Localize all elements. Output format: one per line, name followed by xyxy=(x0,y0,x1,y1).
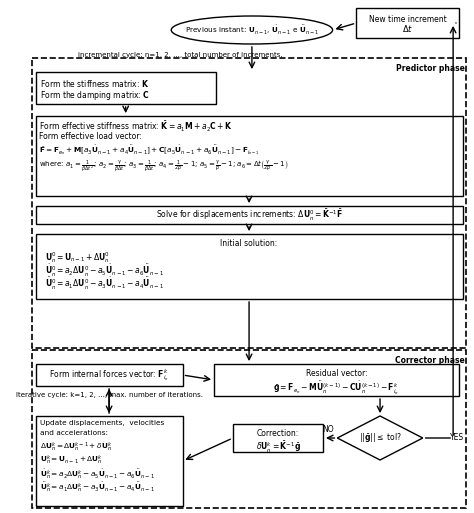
Text: NO: NO xyxy=(322,425,334,434)
Text: Form effective load vector:: Form effective load vector: xyxy=(39,132,142,141)
Bar xyxy=(32,58,466,348)
Text: $\mathbf{U}_n^k = \mathbf{U}_{n-1} + \Delta\mathbf{U}_n^k$: $\mathbf{U}_n^k = \mathbf{U}_{n-1} + \De… xyxy=(40,454,103,467)
Text: Corrector phase: Corrector phase xyxy=(395,356,465,365)
Bar xyxy=(36,416,182,506)
Text: Form internal forces vector: $\mathbf{F}_{i_n}^k$: Form internal forces vector: $\mathbf{F}… xyxy=(49,367,169,383)
Bar xyxy=(36,206,463,224)
Text: Residual vector:: Residual vector: xyxy=(306,369,367,378)
Text: $\bar{\mathbf{g}} = \mathbf{F}_{e_n} - \mathbf{M}\ddot{\mathbf{U}}_n^{(k-1)} - \: $\bar{\mathbf{g}} = \mathbf{F}_{e_n} - \… xyxy=(273,380,399,398)
Text: Iterative cycle: k=1, 2, ..., max. number of iterations.: Iterative cycle: k=1, 2, ..., max. numbe… xyxy=(16,392,202,398)
Bar xyxy=(36,72,216,104)
Text: $\Delta\mathbf{U}_n^k = \Delta\mathbf{U}_n^{k-1} + \delta\mathbf{U}_n^k$: $\Delta\mathbf{U}_n^k = \Delta\mathbf{U}… xyxy=(40,441,113,455)
Text: Initial solution:: Initial solution: xyxy=(220,239,278,248)
Text: Update displacements,  velocities: Update displacements, velocities xyxy=(40,420,164,426)
Text: YES: YES xyxy=(450,433,465,443)
Text: $\ddot{\mathbf{U}}_n^k = a_1\Delta\mathbf{U}_n^k - a_3\dot{\mathbf{U}}_{n-1} - a: $\ddot{\mathbf{U}}_n^k = a_1\Delta\mathb… xyxy=(40,480,155,494)
Bar xyxy=(36,364,182,386)
Text: $\dot{\mathbf{U}}_n^0 = a_2\Delta\mathbf{U}_n^0 - a_5\dot{\mathbf{U}}_{n-1} - a_: $\dot{\mathbf{U}}_n^0 = a_2\Delta\mathbf… xyxy=(45,263,164,280)
Bar xyxy=(32,350,466,508)
Text: Form the damping matrix: $\mathbf{C}$: Form the damping matrix: $\mathbf{C}$ xyxy=(40,89,150,102)
Text: $\mathbf{U}_n^0 = \mathbf{U}_{n-1} + \Delta\mathbf{U}_n^0$: $\mathbf{U}_n^0 = \mathbf{U}_{n-1} + \De… xyxy=(45,250,110,265)
Bar xyxy=(233,424,323,452)
Bar xyxy=(36,116,463,196)
Text: Form the stiffness matrix: $\mathbf{K}$: Form the stiffness matrix: $\mathbf{K}$ xyxy=(40,78,150,89)
Text: Predictor phase: Predictor phase xyxy=(396,64,465,73)
Text: and accelerations:: and accelerations: xyxy=(40,430,108,436)
Text: $\ddot{\mathbf{U}}_n^0 = a_1\Delta\mathbf{U}_n^0 - a_3\dot{\mathbf{U}}_{n-1} - a: $\ddot{\mathbf{U}}_n^0 = a_1\Delta\mathb… xyxy=(45,276,164,292)
Text: where: $a_1 = \frac{1}{\beta\Delta t^2}$; $a_2 = \frac{\gamma}{\beta\Delta t}$; : where: $a_1 = \frac{1}{\beta\Delta t^2}$… xyxy=(39,159,289,175)
Text: $\bar{\mathbf{F}} = \mathbf{F}_{e_n} + \mathbf{M}[a_3\dot{\mathbf{U}}_{n-1} + a_: $\bar{\mathbf{F}} = \mathbf{F}_{e_n} + \… xyxy=(39,143,260,157)
Bar xyxy=(214,364,459,396)
Text: $||\bar{\mathbf{g}}|| \leq$ tol?: $||\bar{\mathbf{g}}|| \leq$ tol? xyxy=(359,431,401,444)
Polygon shape xyxy=(337,416,423,460)
Text: $\delta\mathbf{U}_n^k = \bar{\mathbf{K}}^{-1}\bar{\mathbf{g}}$: $\delta\mathbf{U}_n^k = \bar{\mathbf{K}}… xyxy=(255,440,301,455)
Text: Form effective stiffness matrix: $\bar{\mathbf{K}} = a_1\mathbf{M} + a_2\mathbf{: Form effective stiffness matrix: $\bar{\… xyxy=(39,120,233,134)
Text: $\Delta t$: $\Delta t$ xyxy=(402,23,413,33)
Ellipse shape xyxy=(171,16,333,44)
Text: $\dot{\mathbf{U}}_n^k = a_2\Delta\mathbf{U}_n^k - a_5\dot{\mathbf{U}}_{n-1} - a_: $\dot{\mathbf{U}}_n^k = a_2\Delta\mathbf… xyxy=(40,467,155,481)
Text: Previous instant: $\mathbf{U}_{n-1}$, $\dot{\mathbf{U}}_{n-1}$ e $\ddot{\mathbf{: Previous instant: $\mathbf{U}_{n-1}$, $\… xyxy=(185,24,319,36)
Bar xyxy=(36,234,463,299)
Bar xyxy=(356,8,459,38)
Text: Solve for displacements increments: $\Delta\mathbf{U}_n^0 = \bar{\mathbf{K}}^{-1: Solve for displacements increments: $\De… xyxy=(155,207,343,223)
Text: Correction:: Correction: xyxy=(257,429,299,438)
Text: incremental cycle: n=1, 2, ..., total number of increments.: incremental cycle: n=1, 2, ..., total nu… xyxy=(78,52,283,58)
Text: New time increment: New time increment xyxy=(369,15,447,25)
